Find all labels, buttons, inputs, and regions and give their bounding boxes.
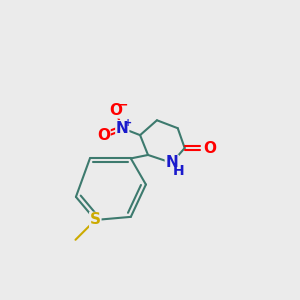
Text: N: N (165, 155, 178, 170)
Text: O: O (97, 128, 110, 142)
Text: H: H (173, 164, 184, 178)
Text: N: N (116, 121, 129, 136)
Text: O: O (203, 140, 217, 155)
Text: S: S (90, 212, 101, 227)
Text: O: O (109, 103, 122, 118)
Text: −: − (118, 99, 128, 112)
Text: +: + (124, 118, 132, 128)
